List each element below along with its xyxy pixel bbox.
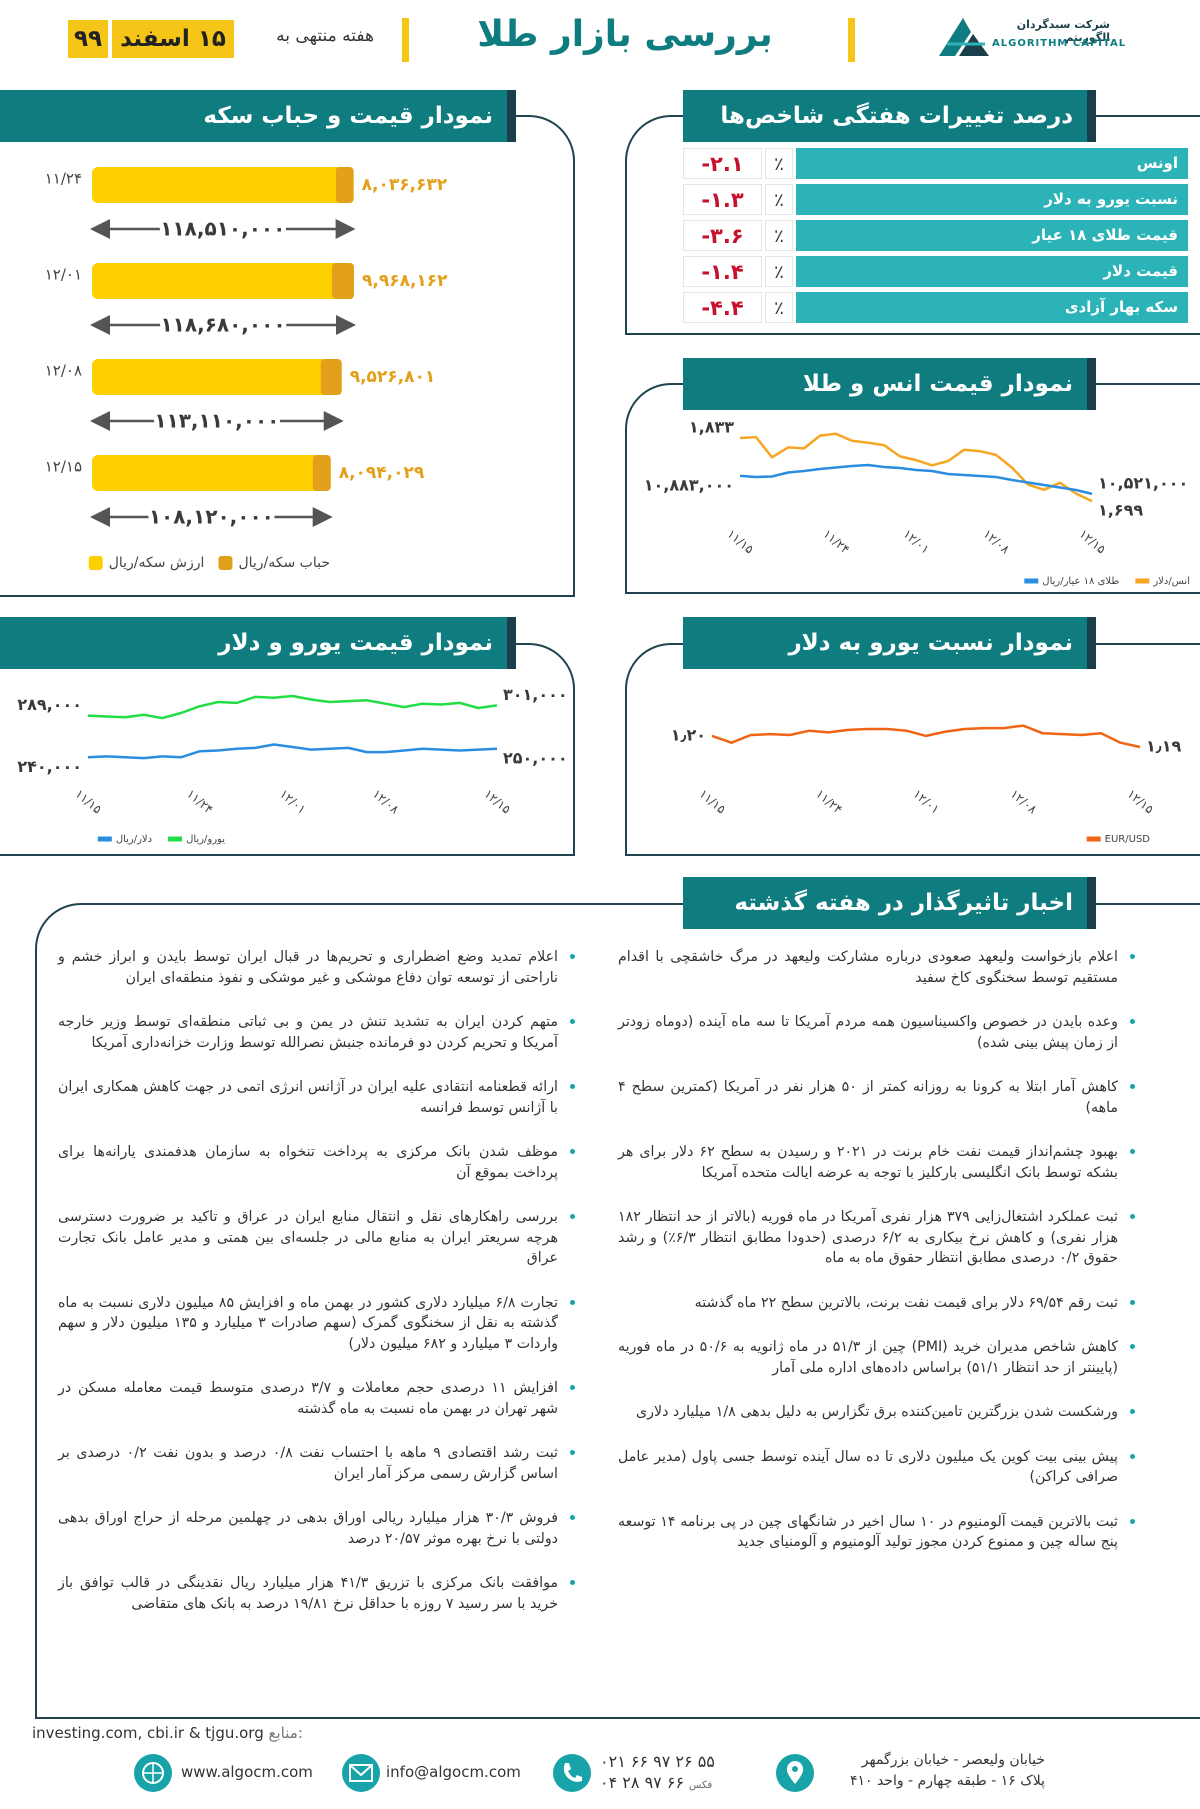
- news-list: اعلام بازخواست ولیعهد صعودی درباره مشارک…: [618, 946, 1140, 1576]
- website: www.algocm.com: [181, 1763, 313, 1781]
- index-name: قیمت دلار: [796, 256, 1188, 287]
- percent-sign: ٪: [765, 184, 793, 215]
- news-item: ارائه قطعنامه انتقادی علیه ایران در آژان…: [58, 1076, 558, 1118]
- news-list: اعلام تمدید وضع اضطراری و تحریم‌ها در قب…: [58, 946, 580, 1637]
- section-title: اخبار تاثیرگذار در هفته گذشته: [683, 877, 1096, 929]
- date-day: ۱۵: [197, 26, 226, 52]
- date-year: ۹۹: [68, 20, 108, 58]
- section-title: نمودار قیمت یورو و دلار: [0, 617, 516, 669]
- fax-number: ۶۶ ۹۷ ۲۸ ۰۴: [600, 1773, 685, 1792]
- sources-label: منابع:: [268, 1724, 303, 1742]
- index-value: -۳.۶: [683, 220, 762, 251]
- index-value: -۱.۴: [683, 256, 762, 287]
- news-item: ثبت عملکرد اشتغال‌زایی ۳۷۹ هزار نفری آمر…: [618, 1206, 1118, 1269]
- location-icon: [776, 1754, 814, 1792]
- sources-list: investing.com, cbi.ir & tjgu.org: [32, 1724, 264, 1742]
- fax: فکس ۶۶ ۹۷ ۲۸ ۰۴: [600, 1773, 712, 1792]
- index-name: قیمت طلای ۱۸ عیار: [796, 220, 1188, 251]
- news-item: کاهش آمار ابتلا به کرونا به روزانه کمتر …: [618, 1076, 1118, 1118]
- news-item: فروش ۳۰/۳ هزار میلیارد ریالی اوراق بدهی …: [58, 1507, 558, 1549]
- chart-panel: [0, 115, 575, 597]
- percent-sign: ٪: [765, 148, 793, 179]
- news-item: موظف شدن بانک مرکزی به پرداخت تنخواه به …: [58, 1141, 558, 1183]
- news-item: ثبت رشد اقتصادی ۹ ماهه با احتساب نفت ۰/۸…: [58, 1442, 558, 1484]
- news-item: اعلام تمدید وضع اضطراری و تحریم‌ها در قب…: [58, 946, 558, 988]
- section-title: درصد تغییرات هفتگی شاخص‌ها: [683, 90, 1096, 142]
- section-title: نمودار نسبت یورو به دلار: [683, 617, 1096, 669]
- week-label: هفته منتهی به: [276, 26, 374, 46]
- news-item: ثبت رقم ۶۹/۵۴ دلار برای قیمت نفت برنت، ب…: [618, 1292, 1118, 1314]
- news-item: موافقت بانک مرکزی با تزریق ۴۱/۳ هزار میل…: [58, 1572, 558, 1614]
- chart-panel: [625, 383, 1200, 594]
- index-row: -۴.۴ ٪ سکه بهار آزادی: [683, 292, 1188, 323]
- index-row: -۱.۳ ٪ نسبت یورو به دلار: [683, 184, 1188, 215]
- news-item: اعلام بازخواست ولیعهد صعودی درباره مشارک…: [618, 946, 1118, 988]
- email-icon: [342, 1754, 380, 1792]
- address: پلاک ۱۶ - طبقه چهارم - واحد ۴۱۰: [849, 1773, 1045, 1789]
- index-value: -۴.۴: [683, 292, 762, 323]
- address: خیابان ولیعصر - خیابان بزرگمهر: [861, 1752, 1045, 1768]
- logo-mark: [939, 18, 989, 56]
- fax-label: فکس: [689, 1780, 713, 1791]
- index-row: -۲.۱ ٪ اونس: [683, 148, 1188, 179]
- news-item: وعده بایدن در خصوص واکسیناسیون همه مردم …: [618, 1011, 1118, 1053]
- email: info@algocm.com: [386, 1763, 521, 1781]
- index-name: سکه بهار آزادی: [796, 292, 1188, 323]
- percent-sign: ٪: [765, 256, 793, 287]
- news-item: ورشکست شدن بزرگترین تامین‌کننده برق تگزا…: [618, 1401, 1118, 1423]
- index-row: -۱.۴ ٪ قیمت دلار: [683, 256, 1188, 287]
- news-item: بررسی راهکارهای نقل و انتقال منابع ایران…: [58, 1206, 558, 1269]
- phone: ۰۲۱ ۶۶ ۹۷ ۲۶ ۵۵: [600, 1752, 715, 1771]
- sources: investing.com, cbi.ir & tjgu.org منابع:: [32, 1724, 303, 1742]
- index-name: اونس: [796, 148, 1188, 179]
- phone-icon: [553, 1754, 591, 1792]
- index-row: -۳.۶ ٪ قیمت طلای ۱۸ عیار: [683, 220, 1188, 251]
- divider: [402, 18, 409, 62]
- divider: [848, 18, 855, 62]
- company-name: شرکت سبدگردان الگوریتم: [1016, 18, 1110, 44]
- news-item: پیش بینی بیت کوین یک میلیون دلاری تا ده …: [618, 1446, 1118, 1488]
- date-month: اسفند: [120, 26, 190, 52]
- percent-sign: ٪: [765, 292, 793, 323]
- section-title: نمودار قیمت انس و طلا: [683, 358, 1096, 410]
- section-title: نمودار قیمت و حباب سکه: [0, 90, 516, 142]
- company-name-en: ALGORITHM CAPITAL: [992, 38, 1127, 49]
- page-title: بررسی بازار طلا: [477, 14, 773, 55]
- chart-panel: [625, 643, 1200, 856]
- index-value: -۱.۳: [683, 184, 762, 215]
- news-item: ثبت بالاترین قیمت آلومنیوم در ۱۰ سال اخی…: [618, 1511, 1118, 1553]
- index-value: -۲.۱: [683, 148, 762, 179]
- index-name: نسبت یورو به دلار: [796, 184, 1188, 215]
- news-item: متهم کردن ایران به تشدید تنش در یمن و بی…: [58, 1011, 558, 1053]
- news-panel: [35, 903, 1200, 1719]
- news-item: کاهش شاخص مدیران خرید (PMI) چین از ۵۱/۳ …: [618, 1336, 1118, 1378]
- news-item: تجارت ۶/۸ میلیارد دلاری کشور در بهمن ماه…: [58, 1292, 558, 1355]
- news-item: بهبود چشم‌انداز قیمت نفت خام برنت در ۲۰۲…: [618, 1141, 1118, 1183]
- chart-panel: [0, 643, 575, 856]
- percent-sign: ٪: [765, 220, 793, 251]
- web-icon: [134, 1754, 172, 1792]
- date-box: ۱۵ اسفند: [112, 20, 234, 58]
- news-item: افزایش ۱۱ درصدی حجم معاملات و ۳/۷ درصدی …: [58, 1377, 558, 1419]
